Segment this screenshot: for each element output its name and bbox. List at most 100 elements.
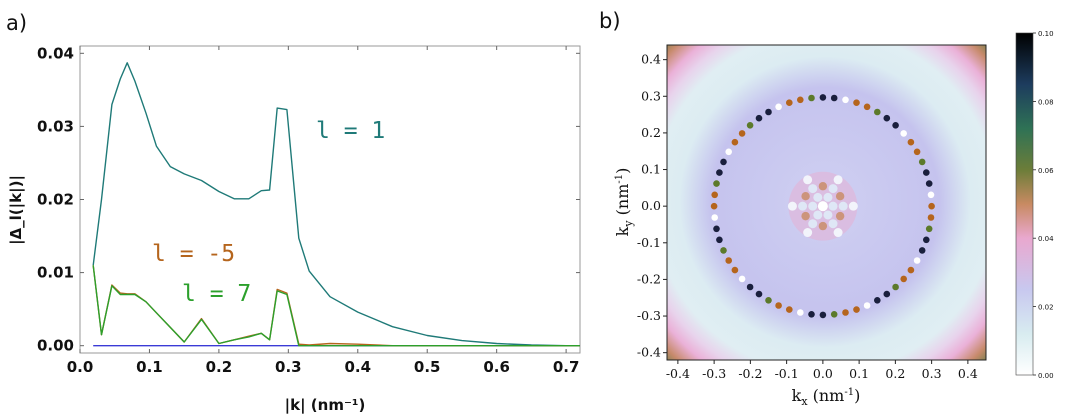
ring-hex-cell	[853, 306, 860, 313]
ky-tick-label: -0.4	[637, 345, 661, 360]
star-petal-hex	[833, 175, 843, 185]
star-petal-hex	[803, 175, 813, 185]
ky-tick-label: 0.4	[641, 52, 661, 67]
ring-hex-cell	[738, 130, 746, 137]
ring-hex-cell	[900, 275, 907, 283]
star-node-hex	[835, 211, 845, 221]
ky-tick-label: -0.3	[637, 308, 661, 323]
ring-hex-cell	[923, 169, 930, 176]
ring-hex-cell	[775, 302, 782, 309]
colorbar-tick-label: 0.00	[1038, 372, 1054, 380]
kx-tick-label: 0.1	[849, 366, 869, 381]
y-tick-label: 0.04	[37, 44, 74, 62]
ring-hex-cell	[731, 138, 739, 146]
panel-b-ticks: -0.4 -0.3 -0.2 -0.1 0.0 0.1 0.2 0.3 0.4 0.4 0.3 0.2…	[637, 52, 978, 381]
star-petal-hex	[798, 201, 808, 211]
star-petal-hex	[787, 201, 797, 211]
ring-hex-cell	[716, 236, 723, 244]
ring-hex-cell	[842, 96, 849, 104]
y-tick-label: 0.00	[37, 337, 74, 355]
panel-a-frame	[79, 45, 581, 354]
ky-tick-label: 0.3	[641, 88, 661, 103]
ring-hex-cell	[720, 158, 727, 166]
ring-hex-cell	[819, 311, 827, 319]
ring-hex-cell	[713, 180, 720, 187]
ring-hex-cell	[863, 302, 871, 309]
ring-hex-cell	[874, 108, 881, 116]
ring-hex-cell	[925, 180, 933, 187]
heatmap-pattern	[710, 94, 935, 319]
ring-hex-cell	[797, 309, 804, 316]
ring-hex-cell	[923, 236, 930, 244]
kx-tick-label: 0.4	[958, 366, 978, 381]
star-petal-hex	[823, 192, 833, 202]
ring-hex-cell	[853, 99, 860, 106]
star-node-hex	[801, 211, 810, 221]
kx-tick-label: 0.3	[922, 366, 942, 381]
ring-hex-cell	[725, 148, 732, 156]
ring-hex-cell	[913, 148, 921, 156]
ring-hex-cell	[711, 214, 718, 221]
ring-hex-cell	[738, 275, 746, 283]
ring-hex-cell	[765, 108, 772, 116]
ring-hex-cell	[918, 247, 926, 254]
x-tick-label: 0.7	[553, 358, 580, 376]
ky-tick-label: -0.1	[637, 235, 661, 250]
annotation-l-minus5: l = -5	[152, 241, 235, 267]
ring-hex-cell	[786, 99, 793, 106]
colorbar-tick-label: 0.08	[1038, 98, 1054, 106]
ring-hex-cell	[927, 191, 935, 199]
ring-hex-cell	[892, 283, 899, 291]
kx-tick-label: -0.2	[738, 366, 762, 381]
star-node-hex	[801, 191, 810, 201]
ring-hex-cell	[918, 158, 926, 166]
ring-hex-cell	[907, 138, 915, 146]
ring-hex-cell	[830, 94, 838, 102]
ring-hex-cell	[765, 297, 772, 304]
star-petal-hex	[838, 201, 848, 211]
ring-hex-cell	[786, 306, 793, 313]
ring-hex-cell	[731, 266, 739, 274]
ky-tick-label: 0.0	[641, 198, 661, 213]
ring-hex-cell	[874, 297, 881, 304]
x-tick-label: 0.6	[483, 358, 510, 376]
kx-tick-label: -0.3	[702, 366, 726, 381]
ring-hex-cell	[913, 257, 921, 264]
ring-hex-cell	[892, 122, 899, 129]
kx-tick-label: 0.0	[813, 366, 833, 381]
annotation-l7: l = 7	[182, 281, 251, 307]
colorbar-tick-label: 0.02	[1038, 304, 1054, 312]
series-line-l-7	[92, 265, 580, 347]
colorbar-tick-label: 0.10	[1038, 30, 1054, 38]
ring-hex-cell	[830, 311, 838, 318]
ring-hex-cell	[863, 103, 871, 111]
x-tick-label: 0.5	[414, 358, 441, 376]
ring-hex-cell	[755, 114, 763, 122]
ring-hex-cell	[808, 311, 815, 318]
star-petal-hex	[833, 228, 843, 238]
star-petal-hex	[823, 210, 833, 220]
colorbar-ticks: 0.00 0.02 0.04 0.06 0.08 0.10	[1033, 30, 1054, 380]
star-petal-hex	[848, 201, 858, 211]
series-line-l-1	[92, 62, 580, 347]
ring-hex-cell	[928, 202, 935, 210]
ky-tick-label: 0.2	[641, 125, 661, 140]
ring-hex-cell	[746, 283, 754, 291]
panel-a-ylabel: |Δ_l(|k|)|	[7, 175, 26, 245]
star-node-hex	[818, 182, 828, 191]
ring-hex-cell	[755, 290, 763, 298]
center-hex	[817, 201, 828, 212]
panel-a-xlabel: |k| (nm⁻¹)	[285, 396, 366, 415]
star-node-hex	[835, 191, 845, 201]
panel-a-label: a)	[6, 11, 27, 35]
x-tick-label: 0.3	[275, 358, 302, 376]
x-tick-label: 0.2	[206, 358, 233, 376]
panel-a-lines	[92, 62, 580, 347]
colorbar-tick-label: 0.04	[1038, 235, 1054, 243]
colorbar-tick-label: 0.06	[1038, 167, 1054, 175]
ring-hex-cell	[883, 290, 891, 298]
star-petal-hex	[808, 184, 818, 194]
x-tick-label: 0.0	[67, 358, 94, 376]
star-petal-hex	[813, 192, 823, 202]
